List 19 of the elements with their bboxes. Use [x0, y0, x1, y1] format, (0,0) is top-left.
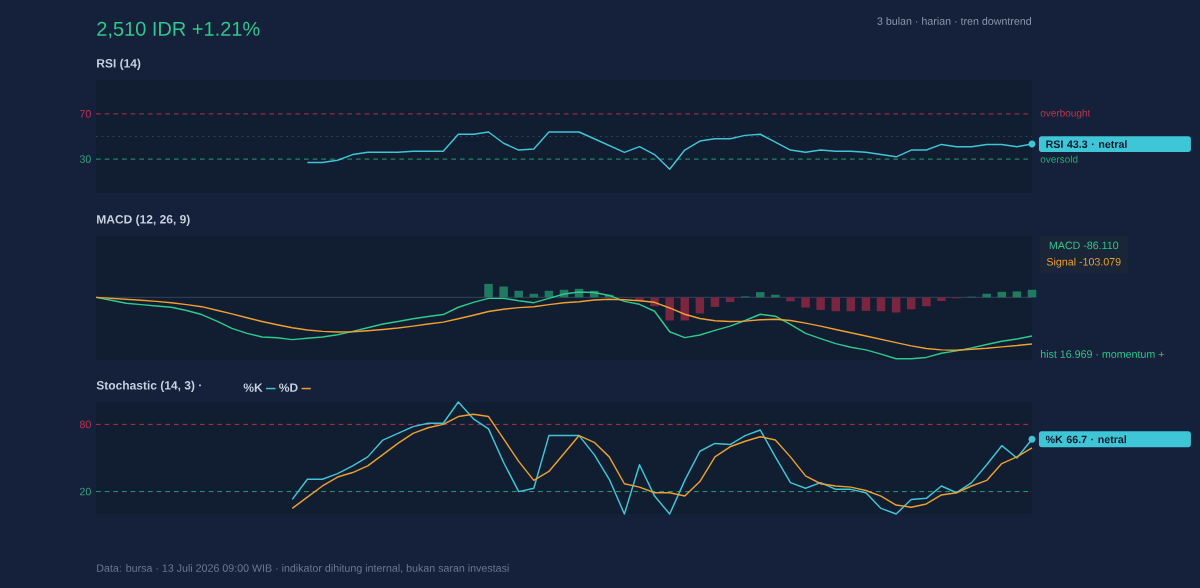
text: RSI 43.3 · netral — [1046, 140, 1127, 148]
chart-title: RSI (14) — [97, 58, 141, 70]
text: Signal -103.079 — [1046, 257, 1121, 268]
ref-line-label: oversold — [1040, 155, 1078, 163]
legend-label: %D — [279, 383, 298, 392]
chart-title: Stochastic (14, 3) · — [96, 380, 201, 392]
text: MACD -86.110 — [1049, 241, 1119, 250]
y-tick-label: 80 — [79, 420, 91, 429]
ref-line-label: overbought — [1040, 109, 1091, 119]
text: hist 16.969 · momentum + — [1041, 350, 1164, 358]
chart-title: MACD (12, 26, 9) — [97, 214, 190, 226]
text: 3 bulan · harian · tren downtrend — [877, 17, 1032, 25]
y-tick-label: 30 — [79, 155, 91, 163]
text: %K 66.7 · netral — [1045, 435, 1127, 444]
text: Data: bursa · 13 Juli 2026 09:00 WIB · indikator dihitung internal, bukan saran investasi — [97, 564, 509, 574]
text: 2,510 IDR +1.21% — [97, 21, 260, 39]
y-tick-label: 70 — [79, 110, 91, 118]
y-tick-label: 20 — [79, 487, 91, 496]
legend-label: %K — [243, 383, 263, 392]
